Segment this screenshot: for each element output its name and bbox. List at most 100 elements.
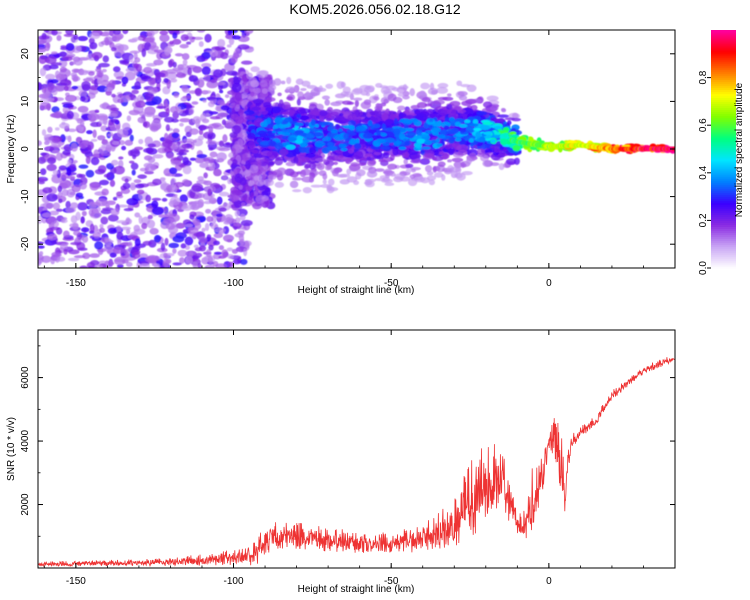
spectrogram-cell: [296, 98, 301, 106]
spectrogram-cell: [138, 215, 143, 224]
spectrogram-cell: [490, 138, 496, 144]
spectrogram-cell: [252, 98, 265, 104]
spectrogram-cell: [60, 45, 67, 49]
spectrogram-cell: [46, 193, 58, 202]
colorbar-segment: [711, 164, 736, 168]
spectrogram-cell: [186, 41, 192, 45]
spectrogram-cell: [131, 251, 141, 259]
spectrogram-cell: [228, 37, 235, 46]
spectrogram-cell: [274, 181, 285, 188]
spectrogram-cell: [121, 145, 127, 151]
spectrogram-cell: [200, 113, 207, 122]
spectrogram-cell: [405, 120, 413, 125]
spectrogram-cell: [366, 170, 378, 178]
spectrogram-cell: [328, 178, 335, 186]
spectrogram-cell: [316, 162, 325, 171]
spectrogram-cell: [389, 114, 394, 120]
spectrogram-cell: [437, 82, 449, 89]
spectrogram-cell: [179, 257, 185, 264]
spectrogram-cell: [392, 128, 401, 135]
spectrogram-cell: [434, 150, 440, 155]
spectrogram-cell: [456, 144, 469, 152]
spectrogram-cell: [56, 256, 66, 262]
spectrogram-cell: [367, 159, 376, 167]
spectrogram-cell: [142, 240, 152, 246]
spectrogram-cell: [107, 133, 114, 137]
spectrogram-cell: [403, 128, 415, 132]
spectrogram-cell: [120, 226, 132, 231]
spectrogram-cell: [308, 162, 317, 170]
spectrogram-cell: [468, 137, 475, 143]
spectrogram-cell: [231, 35, 241, 40]
spectrogram-cell: [182, 165, 192, 175]
spectrogram-cell: [249, 90, 255, 97]
spectrogram-cell: [131, 89, 139, 95]
colorbar-segment: [711, 93, 736, 97]
spectrogram-cell: [117, 44, 129, 51]
spectrogram-cell: [399, 133, 406, 141]
spectrogram-cell: [235, 104, 240, 109]
spectrogram-cell: [314, 123, 319, 128]
colorbar-segment: [711, 127, 736, 130]
spectrogram-cell: [433, 172, 444, 178]
spectrogram-cell: [405, 163, 414, 169]
spectrogram-cell: [455, 166, 462, 174]
spectrogram-cell: [159, 177, 166, 182]
figure-title: KOM5.2026.056.02.18.G12: [289, 1, 461, 17]
spectrogram-cell: [432, 127, 441, 133]
colorbar-segment: [711, 172, 736, 176]
spectrogram-cell: [419, 90, 426, 97]
colorbar-segment: [711, 244, 736, 247]
spectrogram-cell: [171, 132, 180, 139]
colorbar-segment: [711, 266, 736, 269]
spectrogram-cell: [89, 211, 102, 219]
spectrogram-cell: [245, 199, 253, 204]
spectrogram-cell: [57, 185, 63, 193]
spectrogram-cell: [166, 71, 178, 80]
spectrogram-cell: [448, 149, 455, 156]
spectrogram-cell: [356, 169, 366, 177]
spectrogram-cell: [150, 125, 159, 132]
spectrogram-cell: [206, 234, 212, 241]
colorbar-segment: [711, 83, 736, 87]
spectrogram-cell: [333, 134, 345, 141]
colorbar-segment: [711, 115, 736, 118]
spectrogram-cell: [51, 136, 60, 144]
colorbar-segment: [711, 143, 736, 146]
spectrogram-cell: [416, 127, 426, 131]
spectrogram-cell: [85, 155, 91, 165]
spectrogram-cell: [108, 79, 116, 88]
spectrogram-cell: [58, 59, 68, 68]
spectrogram-cell: [141, 48, 147, 58]
spectrogram-cell: [512, 144, 521, 152]
spectrogram-cell: [355, 138, 360, 145]
spectrogram-cell: [420, 82, 431, 90]
spectrogram-cell: [144, 170, 154, 175]
spectrogram-cell: [145, 163, 157, 172]
spectrogram-cell: [144, 101, 157, 106]
spectrogram-cell: [108, 112, 118, 118]
spectrogram-cell: [111, 93, 116, 98]
spectrogram-cell: [257, 160, 262, 168]
colorbar-segment: [711, 234, 736, 237]
spectrogram-cell: [338, 112, 344, 117]
spectrogram-cell: [398, 146, 407, 151]
spectrogram-cell: [217, 99, 225, 106]
spectrogram-cell: [117, 128, 129, 138]
spectrogram-cell: [201, 227, 206, 233]
spectrogram-cell: [325, 83, 334, 89]
spectrogram-cell: [277, 92, 282, 97]
spectrogram-cell: [304, 133, 315, 140]
spectrogram-cell: [198, 236, 208, 244]
spectrogram-cell: [111, 34, 123, 41]
spectrogram-cell: [38, 181, 45, 185]
spectrogram-cell: [466, 156, 473, 165]
colorbar-segment: [711, 252, 736, 255]
spectrogram-cell: [144, 111, 155, 118]
colorbar-segment: [711, 47, 736, 51]
spectrogram-cell: [47, 157, 57, 165]
spectrogram-cell: [500, 107, 506, 112]
colorbar-segment: [711, 65, 736, 69]
spectrogram-cell: [142, 75, 151, 80]
spectrogram-cell: [234, 210, 240, 218]
